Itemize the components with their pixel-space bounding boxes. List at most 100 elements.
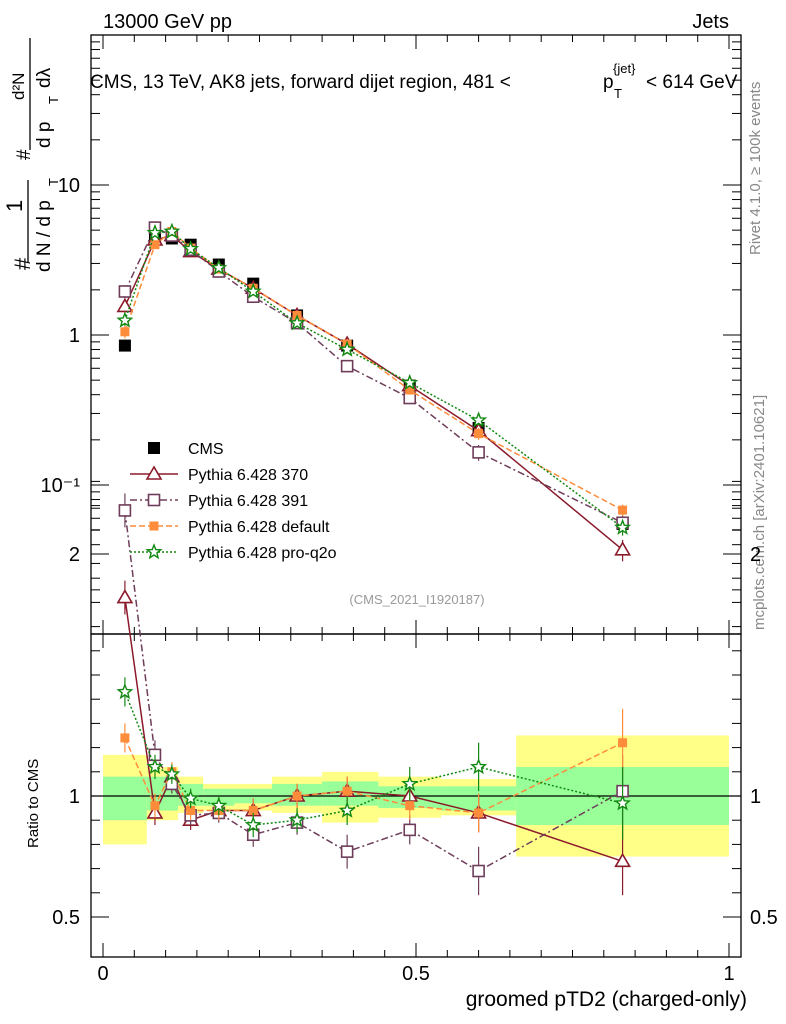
data-point-p370 <box>116 297 134 313</box>
ratio-point-pq2o <box>470 758 488 775</box>
data-point-pq2o <box>182 239 200 257</box>
data-point-pq2o <box>210 258 228 276</box>
ylabel-dpdl: d p <box>34 122 55 148</box>
series-cms <box>118 229 629 530</box>
legend-label-p370: Pythia 6.428 370 <box>188 467 308 484</box>
ratio-y-tick-label-right: 1 <box>750 786 761 808</box>
ratio-point-pq2o <box>401 774 419 792</box>
legend-label-p391: Pythia 6.428 391 <box>188 493 308 510</box>
ratio-y-tick-label-right: 0.5 <box>750 907 778 929</box>
ratio-point-pq2o <box>210 796 228 813</box>
ylabel-T: T <box>46 178 61 186</box>
ratio-y-tick-label: 1 <box>69 786 80 808</box>
ratio-point-p370 <box>116 588 134 604</box>
header-left: 13000 GeV pp <box>103 11 232 33</box>
ratio-point-pq2o <box>163 765 181 782</box>
ratio-point-pdef <box>342 786 352 796</box>
title-sub: T <box>614 86 622 101</box>
ratio-point-pq2o <box>116 682 134 700</box>
legend-label-pdef: Pythia 6.428 default <box>188 519 330 536</box>
data-point-pq2o <box>116 311 134 328</box>
legend: CMS Pythia 6.428 370 Pythia 6.428 391 Pythi… <box>130 441 337 562</box>
ratio-point-pdef <box>120 733 130 743</box>
data-point-cms <box>118 339 131 352</box>
title-p: p <box>603 72 614 93</box>
legend-marker-p391 <box>147 493 161 507</box>
data-point-pdef <box>120 327 130 337</box>
ratio-y-tick-label-right: 2 <box>750 544 761 566</box>
title-sup: {jet} <box>613 61 636 76</box>
data-point-p391 <box>472 446 485 459</box>
ratio-point-pq2o <box>146 758 164 775</box>
data-point-pq2o <box>163 222 181 239</box>
ratio-point-p391 <box>118 504 132 517</box>
plot-title: CMS, 13 TeV, AK8 jets, forward dijet reg… <box>90 61 738 101</box>
legend-marker-p370 <box>145 465 163 480</box>
analysis-id: (CMS_2021_I1920187) <box>349 592 484 607</box>
ratio-point-pq2o <box>338 801 356 818</box>
legend-marker-pq2o <box>145 543 163 560</box>
title-end: < 614 GeV <box>646 72 738 93</box>
series-line-pdef <box>124 230 623 511</box>
ratio-point-pdef <box>248 806 258 816</box>
data-point-p391 <box>340 359 354 373</box>
data-point-p370 <box>614 541 631 556</box>
data-point-pq2o <box>146 223 164 241</box>
ratio-point-pdef <box>474 808 484 818</box>
data-point-pq2o <box>288 314 306 331</box>
ratio-y-tick-label: 2 <box>69 544 80 566</box>
ylabel-one: 1 <box>2 200 27 212</box>
series-p370 <box>116 226 631 562</box>
ratio-point-pdef <box>292 791 302 801</box>
data-point-pq2o <box>338 340 356 357</box>
upper-plot: 10⁻¹ 1 10 <box>41 34 742 635</box>
ratio-series-pq2o <box>116 677 632 840</box>
ylabel-lower: Ratio to CMS <box>25 759 42 848</box>
y-tick-label: 10⁻¹ <box>41 475 81 497</box>
ratio-point-pq2o <box>288 811 306 828</box>
ylabel-dl: dλ <box>34 67 55 88</box>
ylabel-T2: T <box>46 96 61 104</box>
header-right: Jets <box>692 11 729 33</box>
ratio-point-pdef <box>618 738 628 748</box>
data-point-pq2o <box>470 411 488 428</box>
ratio-point-p391 <box>472 864 485 878</box>
y-tick-label: 1 <box>69 325 80 347</box>
legend-label-cms: CMS <box>188 441 224 458</box>
ratio-point-p391 <box>340 845 354 858</box>
data-point-pq2o <box>614 518 632 535</box>
ratio-point-pq2o <box>182 789 200 806</box>
series-p391 <box>118 221 629 533</box>
ratio-point-pq2o <box>244 816 262 833</box>
mcplots-label: mcplots.cern.ch [arXiv:2401.10621] <box>751 395 768 630</box>
ratio-point-pq2o <box>614 794 632 811</box>
rivet-label: Rivet 4.1.0, ≥ 100k events <box>747 82 764 255</box>
y-tick-label: 10 <box>58 175 80 197</box>
title-main: CMS, 13 TeV, AK8 jets, forward dijet reg… <box>90 72 511 93</box>
ylabel-dN: d N / d p <box>34 200 55 272</box>
ratio-y-tick-label: 0.5 <box>52 907 80 929</box>
ratio-point-p391 <box>403 823 417 837</box>
data-point-pdef <box>150 240 160 250</box>
data-point-pdef <box>405 385 415 395</box>
data-point-pq2o <box>401 373 419 391</box>
ratio-point-pdef <box>150 801 160 811</box>
ylabel-hash2: # <box>14 149 35 160</box>
data-point-pq2o <box>244 282 262 299</box>
legend-label-pq2o: Pythia 6.428 pro-q2o <box>188 545 337 562</box>
data-point-pdef <box>474 429 484 439</box>
ylabel-d2N: d²N <box>9 73 28 100</box>
ratio-point-pdef <box>405 801 415 811</box>
ylabel-upper: # 1 d N / d p T # d²N d p T dλ <box>2 38 61 272</box>
xlabel: groomed pTD2 (charged-only) <box>466 988 747 1011</box>
ylabel-hash: # <box>10 257 35 270</box>
x-tick-label: 1 <box>723 963 734 985</box>
ratio-band-inner <box>103 776 147 821</box>
ratio-plot: 0 0.5 1 0.5 0.5 1 1 2 2 <box>52 35 778 985</box>
series-pq2o <box>116 222 632 536</box>
legend-marker-pdef <box>149 521 159 531</box>
x-tick-label: 0 <box>97 963 108 985</box>
data-point-p391 <box>118 285 132 298</box>
ratio-point-pdef <box>186 806 196 816</box>
